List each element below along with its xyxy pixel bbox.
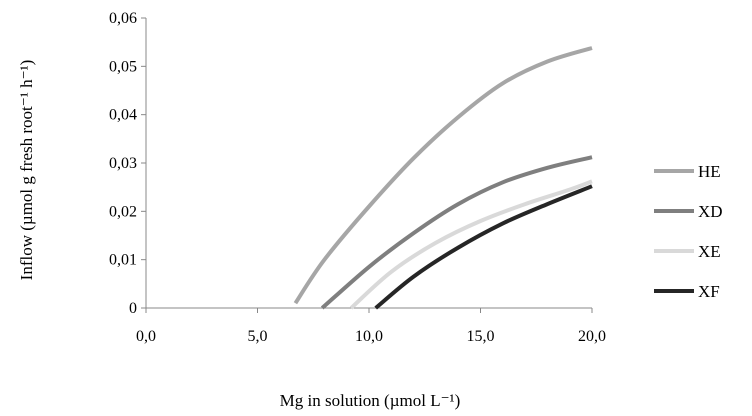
legend-label-he: HE (698, 162, 721, 181)
x-tick-label: 5,0 (248, 328, 268, 345)
x-tick-label: 20,0 (578, 328, 606, 345)
series-line-xe (349, 179, 593, 310)
legend: HE XD XE XF (654, 162, 723, 301)
series-line-xd (320, 155, 593, 310)
x-axis-title: Mg in solution (µmol L⁻¹) (280, 391, 461, 410)
y-tick-label: 0,04 (109, 107, 137, 124)
axes: 0 0,01 0,02 0,03 0,04 0,05 0,06 0,0 5,0 10,0 15,0 2… (109, 10, 606, 345)
series-line-he (293, 46, 593, 305)
legend-label-xe: XE (698, 242, 721, 261)
series-lines (293, 46, 593, 310)
y-tick-label: 0,06 (109, 10, 137, 27)
y-tick-label: 0,02 (109, 203, 137, 220)
x-tick-label: 0,0 (136, 328, 156, 345)
y-axis-title: Inflow (µmol g fresh root⁻¹ h⁻¹) (17, 60, 36, 281)
legend-label-xd: XD (698, 202, 723, 221)
y-tick-label: 0,03 (109, 155, 137, 172)
series-line-xf (374, 184, 593, 310)
y-tick-label: 0,01 (109, 252, 137, 269)
y-tick-label: 0 (129, 300, 137, 317)
x-tick-label: 10,0 (355, 328, 383, 345)
x-tick-label: 15,0 (467, 328, 495, 345)
y-tick-label: 0,05 (109, 58, 137, 75)
legend-label-xf: XF (698, 282, 720, 301)
